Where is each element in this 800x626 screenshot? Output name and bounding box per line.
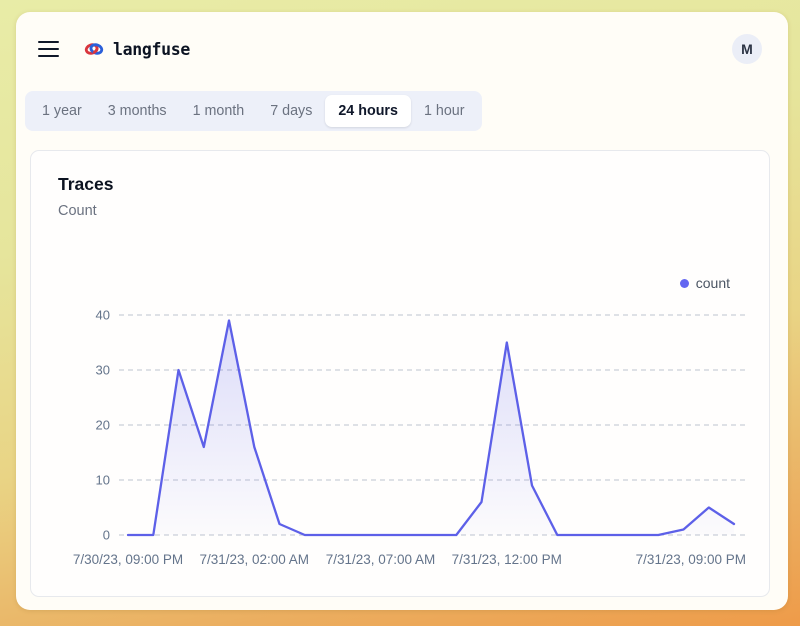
y-tick-label: 10	[96, 473, 110, 488]
y-tick-label: 20	[96, 418, 110, 433]
count-area-fill	[128, 320, 734, 535]
user-avatar[interactable]: M	[732, 34, 762, 64]
count-line	[126, 319, 736, 537]
legend-label: count	[695, 275, 730, 291]
y-tick-label: 40	[96, 308, 110, 323]
tab-24-hours[interactable]: 24 hours	[325, 95, 411, 127]
tab-7-days[interactable]: 7 days	[257, 95, 325, 127]
tab-3-months[interactable]: 3 months	[95, 95, 180, 127]
y-tick-label: 0	[103, 528, 110, 543]
x-tick-label: 7/30/23, 09:00 PM	[73, 552, 183, 567]
x-tick-label: 7/31/23, 02:00 AM	[199, 552, 309, 567]
card-title: Traces	[58, 174, 114, 194]
menu-icon[interactable]	[38, 40, 59, 58]
date-range-tabbar: 1 year 3 months 1 month 7 days 24 hours 1 hou…	[25, 91, 482, 131]
chart-legend[interactable]: count	[679, 275, 730, 291]
langfuse-knot-logo-icon	[84, 39, 104, 59]
tab-1-hour[interactable]: 1 hour	[411, 95, 478, 127]
tab-1-month[interactable]: 1 month	[180, 95, 258, 127]
app-window: langfuse M 1 year 3 months 1 month 7 days 24…	[16, 12, 788, 610]
x-tick-label: 7/31/23, 07:00 AM	[326, 552, 436, 567]
brand-name: langfuse	[113, 39, 191, 59]
traces-card: Traces Count count 0 10 20 30 40 7/30/23, 09:…	[30, 150, 770, 597]
traces-area-chart[interactable]: 0 10 20 30 40 7/30/23, 09:00 PM 7/31/23, 02:00…	[31, 151, 771, 598]
top-bar: langfuse M	[38, 32, 762, 66]
legend-dot-icon	[679, 278, 689, 288]
x-tick-label: 7/31/23, 09:00 PM	[636, 552, 746, 567]
tab-1-year[interactable]: 1 year	[29, 95, 95, 127]
y-tick-label: 30	[96, 363, 110, 378]
x-tick-label: 7/31/23, 12:00 PM	[452, 552, 562, 567]
card-subtitle: Count	[58, 203, 97, 219]
